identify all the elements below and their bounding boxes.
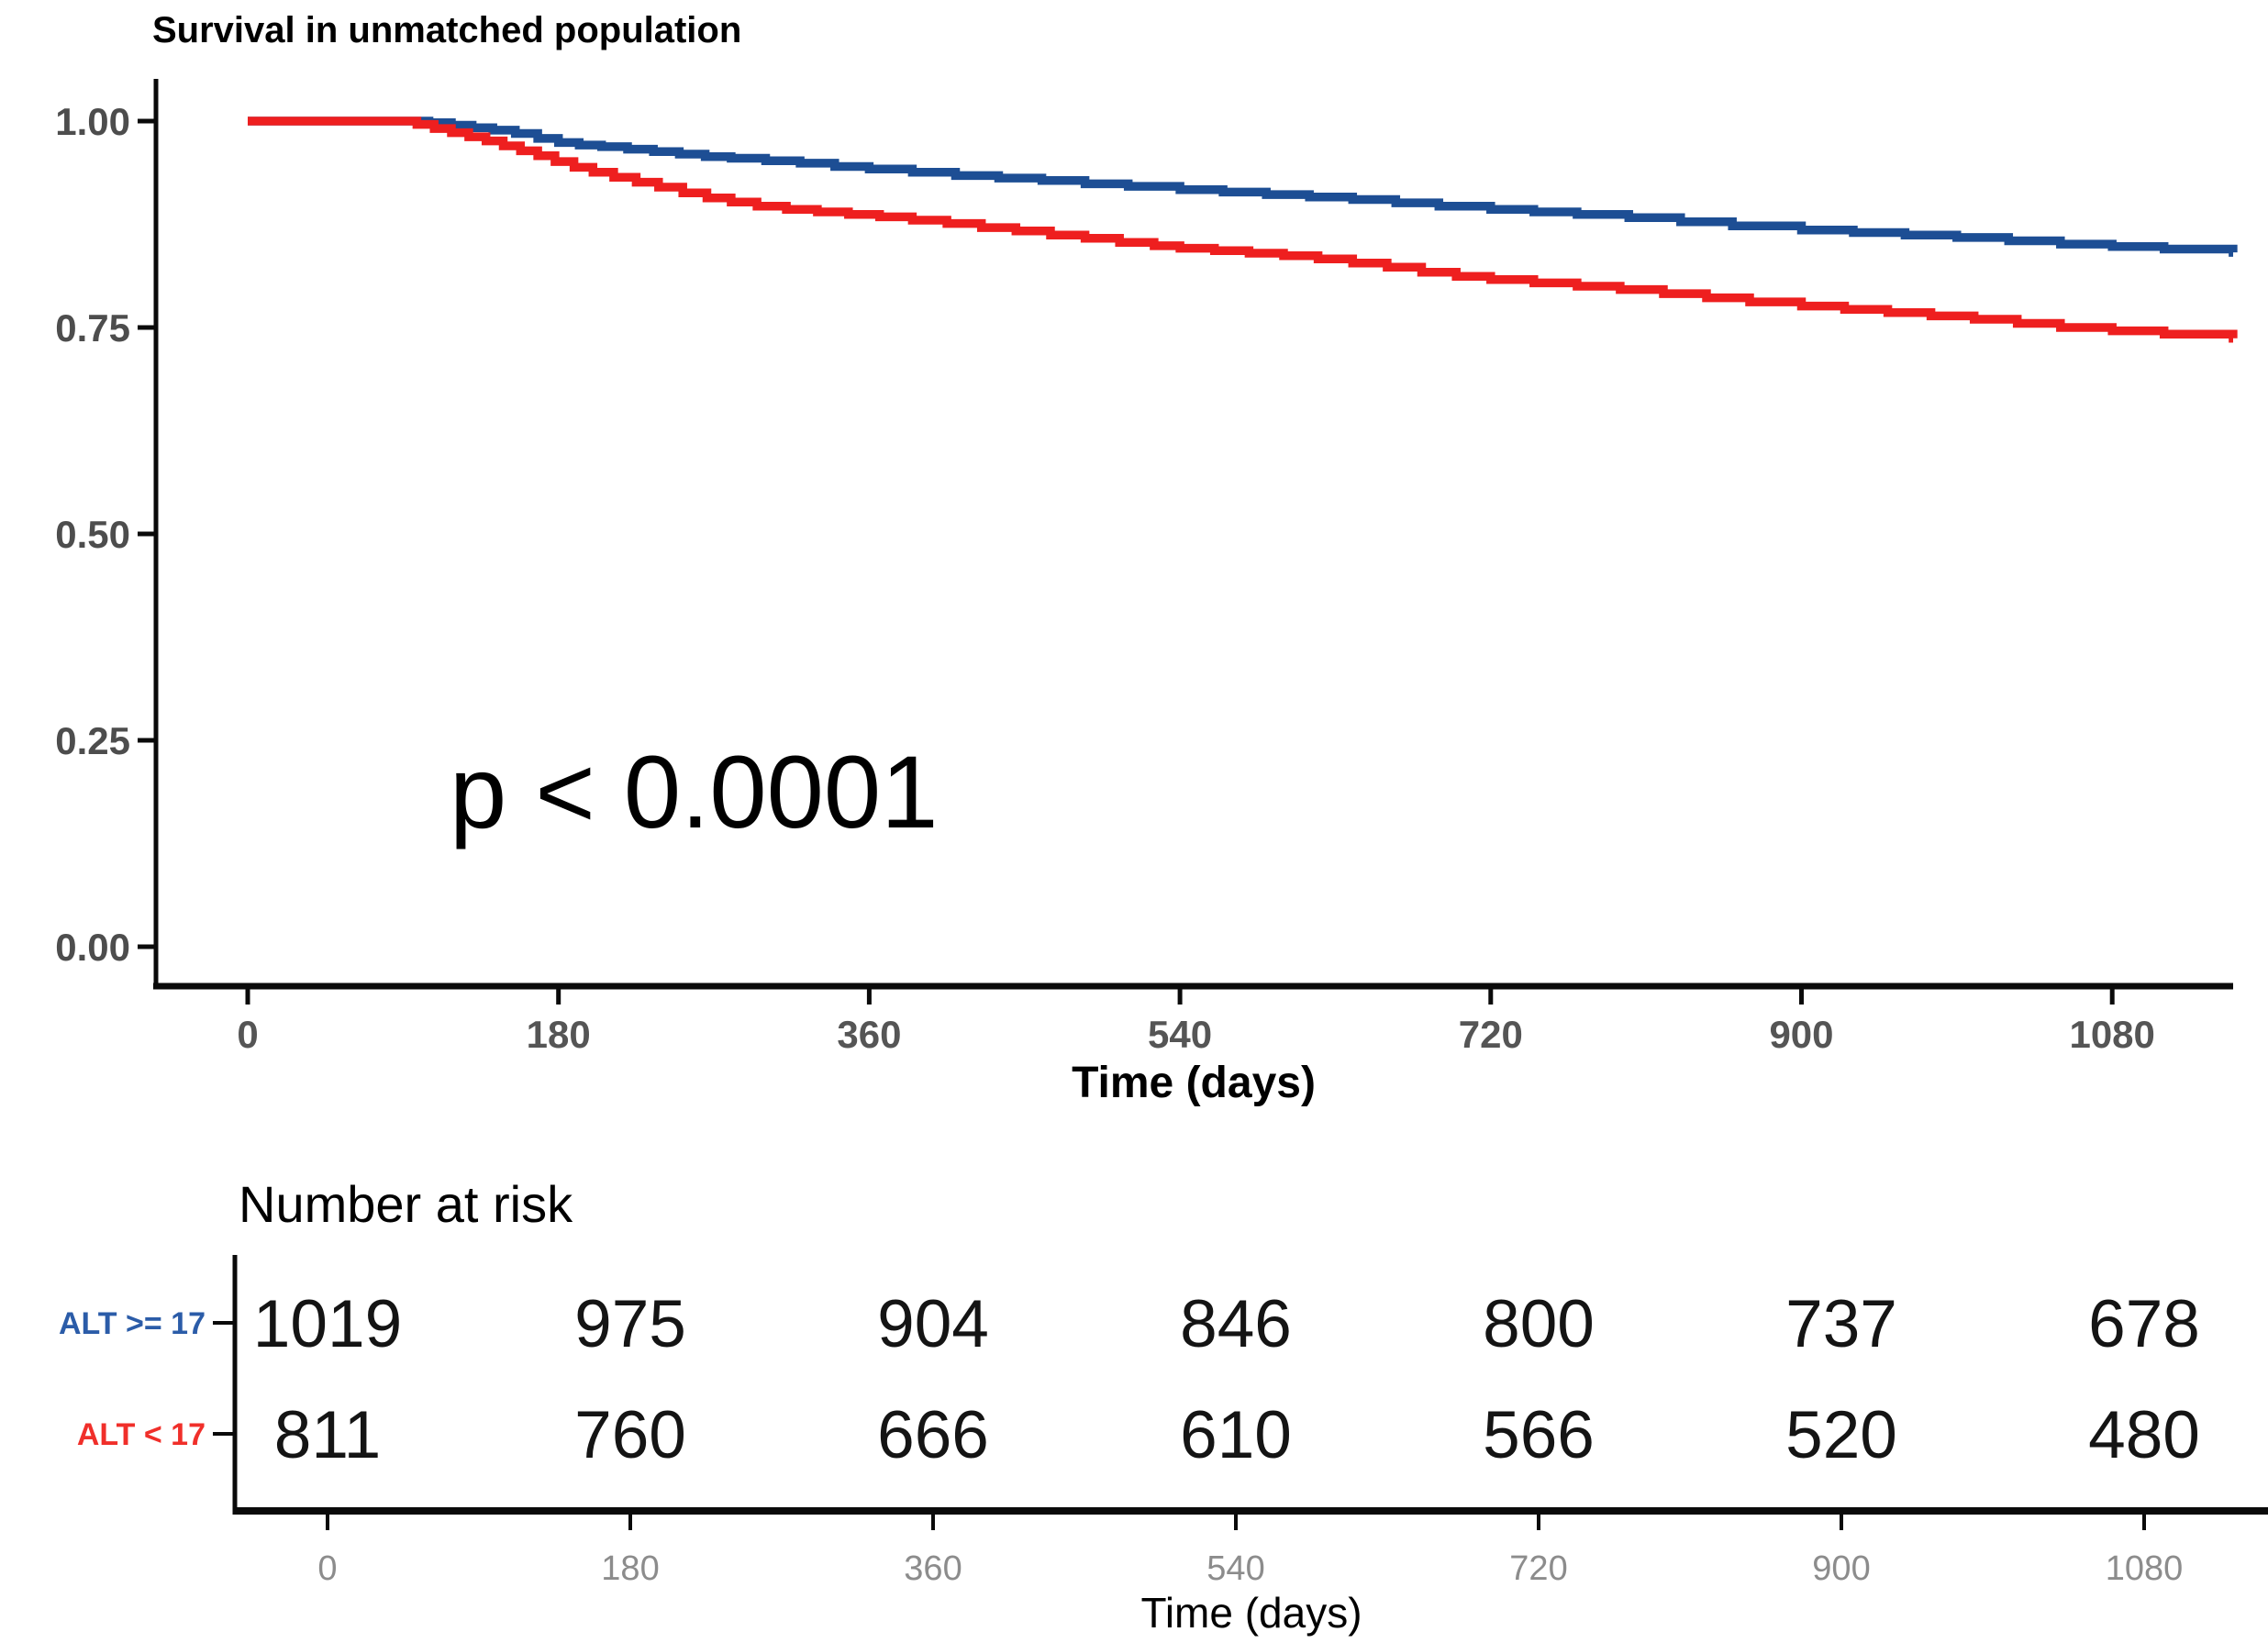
risk-x-tick-label: 720: [1509, 1549, 1567, 1588]
y-tick-label: 0.25: [55, 719, 130, 762]
x-tick-label: 540: [1148, 1013, 1212, 1056]
x-tick-label: 180: [527, 1013, 591, 1056]
survival-curve-alt-ge-17: [248, 117, 2238, 257]
x-tick-label: 900: [1769, 1013, 1833, 1056]
risk-x-tick-label: 900: [1812, 1549, 1870, 1588]
y-tick-label: 0.75: [55, 306, 130, 350]
chart-title: Survival in unmatched population: [152, 10, 741, 50]
risk-table-axes: 0 180 360 540 720 900 1080: [232, 1255, 2268, 1588]
risk-x-axis-title: Time (days): [1140, 1589, 1362, 1637]
risk-count: 760: [574, 1398, 686, 1472]
risk-count: 800: [1483, 1287, 1595, 1361]
main-axis-ticks: 1.00 0.75 0.50 0.25 0.00 0 180 360 540 720 900 1080: [55, 100, 2155, 1056]
x-axis-title: Time (days): [1072, 1059, 1316, 1107]
risk-row-label-alt-ge-17: ALT >= 17: [59, 1306, 206, 1341]
risk-count: 846: [1180, 1287, 1292, 1361]
y-tick-label: 0.50: [55, 513, 130, 556]
risk-x-tick-label: 360: [904, 1549, 962, 1588]
x-tick-label: 0: [237, 1013, 258, 1056]
x-tick-label: 1080: [2069, 1013, 2154, 1056]
risk-x-tick-label: 180: [601, 1549, 659, 1588]
survival-curves: [248, 117, 2238, 343]
risk-count: 904: [877, 1287, 989, 1361]
risk-count: 666: [877, 1398, 989, 1472]
x-tick-label: 360: [837, 1013, 901, 1056]
risk-count: 610: [1180, 1398, 1292, 1472]
y-tick-label: 1.00: [55, 100, 130, 143]
risk-count: 975: [574, 1287, 686, 1361]
risk-count: 480: [2088, 1398, 2200, 1472]
risk-count: 811: [274, 1398, 381, 1472]
risk-count: 1019: [253, 1287, 402, 1361]
survival-curve-alt-lt-17: [248, 117, 2238, 343]
risk-count: 737: [1785, 1287, 1897, 1361]
risk-count: 520: [1785, 1398, 1897, 1472]
risk-count: 566: [1483, 1398, 1595, 1472]
x-tick-label: 720: [1459, 1013, 1523, 1056]
risk-count: 678: [2088, 1287, 2200, 1361]
p-value-annotation: p < 0.0001: [450, 735, 939, 849]
risk-row-label-alt-lt-17: ALT < 17: [77, 1417, 206, 1452]
main-axes: [153, 79, 2233, 990]
y-tick-label: 0.00: [55, 926, 130, 969]
risk-x-tick-label: 0: [317, 1549, 337, 1588]
risk-table-heading: Number at risk: [239, 1175, 573, 1233]
risk-x-tick-label: 540: [1206, 1549, 1264, 1588]
risk-x-tick-label: 1080: [2106, 1549, 2184, 1588]
risk-table-cells: ALT >= 17 1019 975 904 846 800 737 678 ALT < 17 8…: [59, 1287, 2200, 1472]
